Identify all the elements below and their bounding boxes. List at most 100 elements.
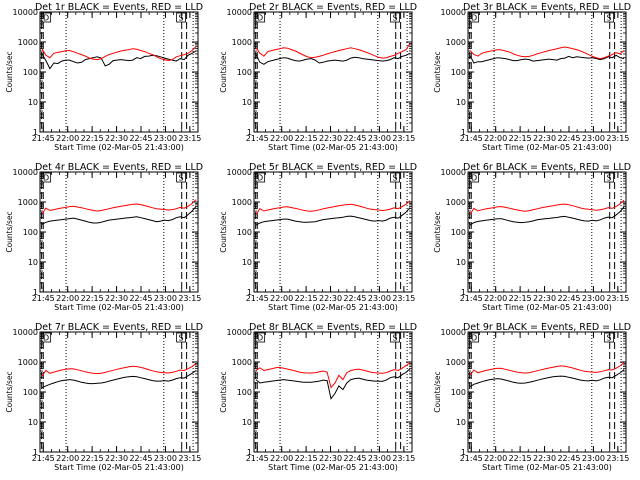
y-tick-label: 1000 — [446, 198, 466, 207]
x-tick-label: 21:45 — [32, 294, 55, 303]
x-tick-label: 23:00 — [368, 134, 391, 143]
x-tick-label: 21:45 — [32, 134, 55, 143]
box-label-frame — [604, 12, 614, 23]
series-line-lld — [469, 199, 625, 215]
series-line-lld — [41, 363, 197, 377]
box-label-frame — [390, 172, 400, 183]
x-tick-label: 21:45 — [460, 134, 483, 143]
x-axis-label: Start Time (02-Mar-05 21:43:00) — [268, 463, 398, 472]
x-axis-label: Start Time (02-Mar-05 21:43:00) — [54, 303, 184, 312]
y-axis-label: Counts/sec — [433, 211, 442, 252]
y-tick-label: 10000 — [13, 168, 38, 177]
x-tick-label: 22:15 — [509, 134, 532, 143]
y-tick-label: 10 — [28, 418, 38, 427]
x-tick-label: 22:15 — [509, 294, 532, 303]
panel-det-6: Det 6r BLACK = Events, RED = LLD 1 10 100 10… — [433, 162, 631, 312]
series-line-lld — [41, 46, 197, 62]
series-line-events — [41, 370, 197, 389]
series-line-lld — [255, 200, 411, 215]
x-tick-label: 22:45 — [557, 134, 580, 143]
y-axis-label: Counts/sec — [5, 51, 14, 92]
x-tick-label: 21:45 — [246, 134, 269, 143]
y-axis-label: Counts/sec — [219, 371, 228, 412]
y-tick-label: 1 — [33, 448, 38, 457]
x-tick-label: 22:15 — [81, 134, 104, 143]
y-axis-label: Counts/sec — [219, 51, 228, 92]
x-tick-label: 22:00 — [270, 454, 293, 463]
box-label: S — [393, 14, 398, 23]
x-tick-label: 23:00 — [154, 134, 177, 143]
panel-det-8: Det 8r BLACK = Events, RED = LLD 1 10 100 10… — [219, 322, 417, 472]
y-tick-label: 100 — [237, 228, 252, 237]
x-axis-label: Start Time (02-Mar-05 21:43:00) — [268, 303, 398, 312]
y-tick-label: 100 — [451, 388, 466, 397]
x-tick-label: 23:15 — [606, 294, 629, 303]
y-tick-label: 10000 — [441, 328, 466, 337]
x-tick-label: 22:15 — [295, 454, 318, 463]
x-tick-label: 23:15 — [178, 294, 201, 303]
x-tick-label: 22:00 — [56, 454, 79, 463]
x-tick-label: 22:15 — [81, 294, 104, 303]
x-tick-label: 23:15 — [392, 454, 415, 463]
series-line-events — [255, 207, 411, 226]
y-tick-label: 1 — [247, 128, 252, 137]
box-label: S — [179, 14, 184, 23]
y-tick-label: 1000 — [18, 358, 38, 367]
series-line-events — [469, 54, 625, 64]
y-tick-label: 1 — [247, 448, 252, 457]
x-tick-label: 22:00 — [484, 134, 507, 143]
x-axis-label: Start Time (02-Mar-05 21:43:00) — [268, 143, 398, 152]
x-tick-label: 23:00 — [582, 134, 605, 143]
x-tick-label: 22:45 — [557, 454, 580, 463]
y-tick-label: 10000 — [227, 8, 252, 17]
y-tick-label: 1 — [461, 128, 466, 137]
box-label-frame — [255, 172, 266, 183]
y-tick-label: 10 — [456, 418, 466, 427]
plot-frame — [39, 171, 199, 293]
box-label: S — [179, 174, 184, 183]
series-line-events — [41, 206, 197, 225]
plot-frame — [467, 331, 627, 453]
plot-frame — [253, 331, 413, 453]
x-tick-label: 22:45 — [343, 454, 366, 463]
y-tick-label: 1000 — [232, 38, 252, 47]
x-tick-label: 22:00 — [56, 134, 79, 143]
box-label: S — [607, 14, 612, 23]
panel-title: Det 2r BLACK = Events, RED = LLD — [249, 2, 417, 13]
x-tick-label: 22:45 — [343, 134, 366, 143]
y-axis-label: Counts/sec — [5, 371, 14, 412]
y-tick-label: 100 — [451, 68, 466, 77]
x-tick-label: 22:30 — [105, 294, 128, 303]
x-tick-label: 22:15 — [295, 134, 318, 143]
y-tick-label: 1 — [461, 288, 466, 297]
x-tick-label: 22:30 — [533, 454, 556, 463]
x-tick-label: 23:15 — [178, 134, 201, 143]
y-tick-label: 10000 — [13, 328, 38, 337]
box-label: D — [471, 334, 477, 343]
box-label: D — [43, 334, 49, 343]
box-label-frame — [469, 332, 480, 343]
x-tick-label: 21:45 — [460, 454, 483, 463]
box-label-frame — [41, 172, 52, 183]
plot-frame — [39, 331, 199, 453]
y-axis-label: Counts/sec — [219, 211, 228, 252]
box-label: S — [607, 334, 612, 343]
box-label-frame — [390, 332, 400, 343]
box-label-frame — [604, 172, 614, 183]
box-label-frame — [469, 12, 480, 23]
y-tick-label: 1 — [461, 448, 466, 457]
x-axis-label: Start Time (02-Mar-05 21:43:00) — [482, 303, 612, 312]
box-label: S — [179, 334, 184, 343]
x-tick-label: 22:30 — [105, 134, 128, 143]
y-tick-label: 10000 — [441, 8, 466, 17]
panel-title: Det 6r BLACK = Events, RED = LLD — [463, 162, 631, 173]
series-line-lld — [469, 362, 625, 376]
x-tick-label: 22:00 — [270, 294, 293, 303]
x-axis-label: Start Time (02-Mar-05 21:43:00) — [482, 463, 612, 472]
series-line-events — [41, 50, 197, 70]
x-tick-label: 22:45 — [129, 294, 152, 303]
y-tick-label: 10 — [28, 258, 38, 267]
box-label: D — [43, 174, 49, 183]
y-tick-label: 10000 — [227, 328, 252, 337]
